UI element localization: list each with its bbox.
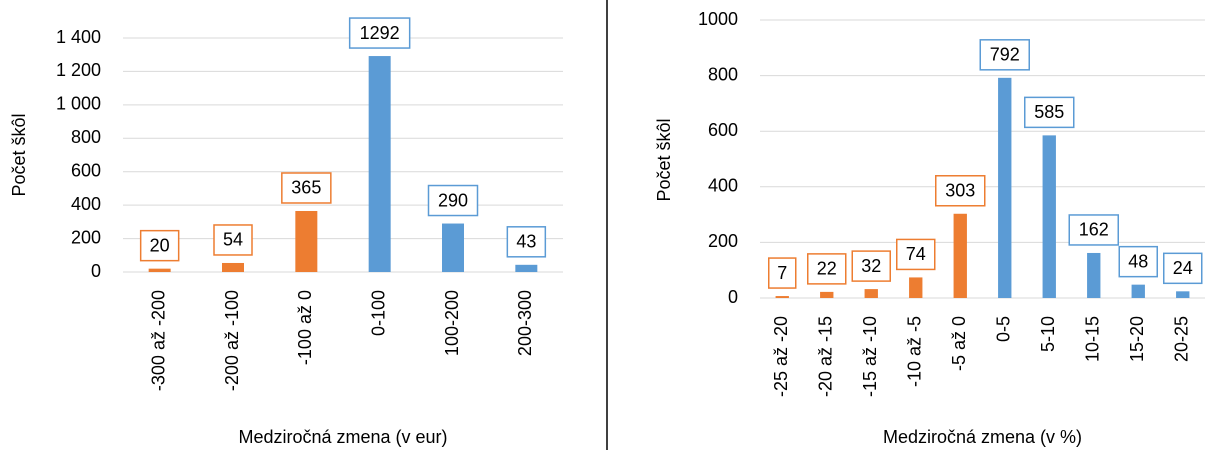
bar — [1176, 291, 1190, 298]
y-tick-label: 400 — [71, 194, 101, 214]
bar — [295, 210, 318, 272]
data-label-box — [139, 229, 180, 262]
data-label-box — [1024, 96, 1075, 129]
y-axis-title: Počet škôl — [654, 118, 674, 201]
bar — [909, 277, 923, 298]
data-label-box — [935, 175, 986, 207]
data-label: 7 — [777, 263, 787, 283]
bar — [515, 264, 538, 272]
y-tick-label: 800 — [71, 127, 101, 147]
bar — [222, 262, 244, 272]
data-label-box — [281, 172, 332, 204]
x-tick-label: 10-15 — [1083, 316, 1103, 362]
data-label: 162 — [1079, 220, 1109, 240]
y-tick-label: 800 — [708, 64, 738, 84]
x-tick-label: 0-5 — [994, 316, 1014, 342]
data-label: 24 — [1173, 258, 1193, 278]
y-tick-label: 200 — [71, 227, 101, 247]
y-tick-label: 0 — [728, 287, 738, 307]
x-tick-label: -100 až 0 — [295, 290, 315, 365]
data-label-box — [768, 257, 797, 289]
x-tick-label: 0-100 — [368, 290, 388, 336]
data-label: 792 — [990, 45, 1020, 65]
x-tick-label: 5-10 — [1038, 316, 1058, 352]
y-axis-title: Počet škôl — [9, 113, 29, 196]
bar — [148, 268, 171, 272]
x-tick-label: -5 až 0 — [949, 316, 969, 371]
x-tick-label: -10 až -5 — [905, 316, 925, 387]
y-tick-label: 600 — [71, 160, 101, 180]
y-tick-label: 200 — [708, 231, 738, 251]
y-tick-label: 400 — [708, 176, 738, 196]
data-label-box — [427, 184, 479, 217]
data-label: 54 — [223, 230, 243, 250]
data-label: 32 — [861, 256, 881, 276]
data-label: 365 — [291, 178, 321, 198]
bar — [864, 289, 878, 298]
data-label-box — [348, 17, 411, 49]
x-tick-label: 200-300 — [515, 290, 535, 356]
x-tick-label: 20-25 — [1172, 316, 1192, 362]
data-label: 22 — [817, 259, 837, 279]
x-axis-title: Medziročná zmena (v eur) — [238, 427, 447, 447]
x-tick-label: -20 až -15 — [816, 316, 836, 397]
bar — [820, 291, 834, 298]
x-tick-label: 100-200 — [442, 290, 462, 356]
data-label-box — [1163, 252, 1203, 285]
data-label: 74 — [906, 244, 926, 264]
data-label: 1292 — [360, 23, 400, 43]
data-label: 43 — [516, 232, 536, 252]
data-label-box — [896, 238, 936, 271]
y-tick-label: 1 200 — [56, 60, 101, 80]
x-axis-title: Medziročná zmena (v %) — [883, 427, 1082, 447]
bar — [775, 296, 789, 298]
y-tick-label: 600 — [708, 120, 738, 140]
y-tick-label: 1000 — [698, 9, 738, 29]
bar — [1131, 284, 1145, 298]
bar — [998, 77, 1012, 298]
data-label-box — [506, 226, 547, 258]
bar — [442, 223, 464, 272]
data-label-box — [807, 253, 847, 285]
data-label-box — [851, 250, 891, 282]
data-label-box — [213, 224, 253, 256]
x-tick-label: -200 až -100 — [222, 290, 242, 391]
data-label-box — [979, 39, 1030, 71]
data-label-box — [1118, 245, 1158, 278]
x-tick-label: -15 až -10 — [860, 316, 880, 397]
data-label: 290 — [438, 190, 468, 210]
y-tick-label: 1 000 — [56, 94, 101, 114]
data-label: 585 — [1034, 102, 1064, 122]
x-tick-label: -25 až -20 — [771, 316, 791, 397]
data-label-box — [1068, 214, 1119, 246]
bar — [1087, 252, 1101, 298]
bar — [1042, 135, 1056, 298]
x-tick-label: 15-20 — [1127, 316, 1147, 362]
data-label: 303 — [945, 181, 975, 201]
x-tick-label: -300 až -200 — [148, 290, 168, 391]
bar — [953, 213, 967, 298]
data-label: 48 — [1128, 251, 1148, 271]
y-tick-label: 1 400 — [56, 27, 101, 47]
y-tick-label: 0 — [91, 261, 101, 281]
data-label: 20 — [150, 235, 170, 255]
bar — [368, 56, 391, 273]
